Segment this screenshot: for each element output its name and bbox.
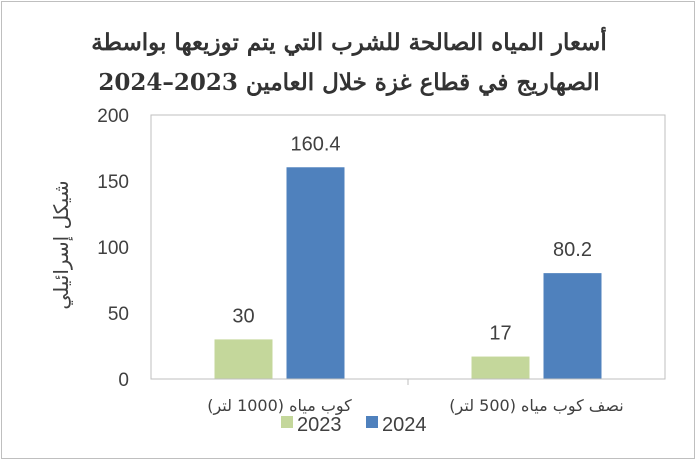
legend-label-2023: 2023 (297, 414, 342, 436)
legend-swatch-2024 (366, 416, 378, 428)
data-label: 17 (489, 323, 511, 345)
legend-swatch-2023 (281, 416, 293, 428)
category-label: كوب مياه (1000 لتر) (207, 396, 352, 416)
y-tick-label: 150 (97, 172, 129, 193)
y-tick-label: 50 (108, 304, 129, 325)
category-labels: كوب مياه (1000 لتر) نصف كوب مياه (500 لتر… (207, 396, 624, 416)
bar-2023-1 (214, 339, 273, 379)
bar-2024-1 (286, 167, 345, 379)
legend: 2023 2024 (281, 414, 427, 436)
legend-label-2024: 2024 (382, 414, 427, 436)
category-label: نصف كوب مياه (500 لتر) (449, 396, 623, 416)
y-tick-label: 0 (118, 370, 129, 391)
bar-2024-2 (543, 273, 602, 379)
data-label: 160.4 (290, 133, 340, 155)
bars: 30 160.4 17 80.2 (214, 133, 602, 379)
chart-title-line1: أسعار المياه الصالحة للشرب التي يتم توزي… (91, 26, 606, 57)
data-label: 80.2 (553, 239, 592, 261)
bar-2023-2 (471, 356, 530, 379)
y-axis-ticks: 0 50 100 150 200 (97, 106, 129, 391)
y-tick-label: 200 (97, 106, 129, 127)
chart-title-line2: الصهاريج في قطاع غزة خلال العامين 2023–2… (98, 69, 599, 97)
y-axis-label: شيكل إسرائيلي (49, 180, 74, 309)
y-tick-label: 100 (97, 238, 129, 259)
data-label: 30 (232, 305, 254, 327)
